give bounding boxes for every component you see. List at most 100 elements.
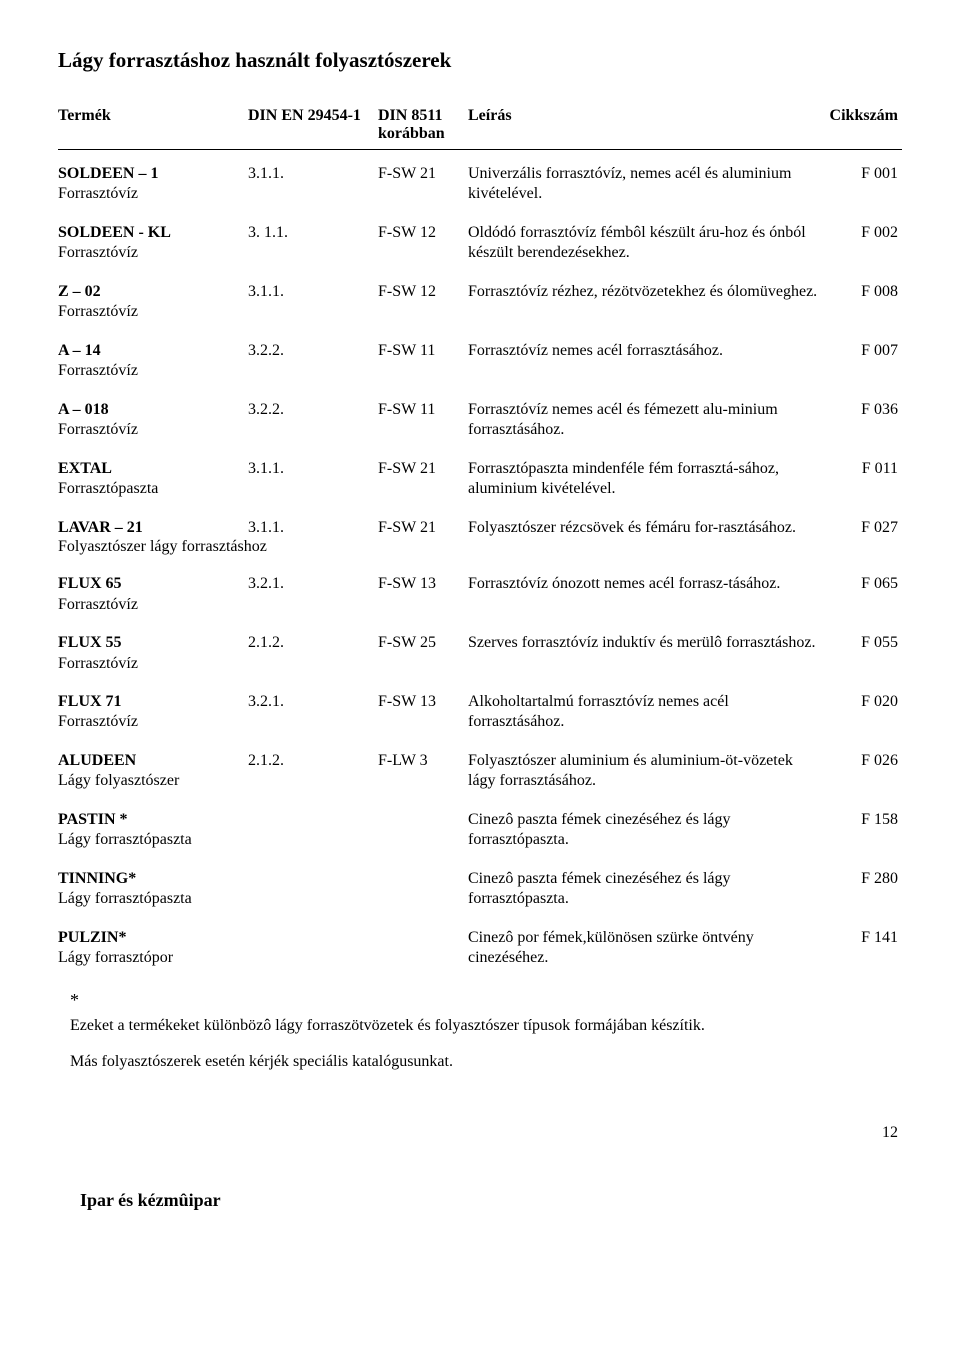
din1-cell: 3.2.2. (248, 341, 378, 361)
din1-cell: 3.2.2. (248, 400, 378, 420)
footer-label: Ipar és kézmûipar (58, 1190, 902, 1211)
product-subtype: Lágy forrasztópor (58, 948, 248, 968)
product-subtype: Lágy forrasztópaszta (58, 830, 248, 850)
table-row: A – 018Forrasztóvíz3.2.2.F-SW 11Forraszt… (58, 400, 902, 441)
din2-cell: F-SW 21 (378, 518, 468, 538)
product-subtype-wide: Folyasztószer lágy forrasztáshoz (58, 538, 902, 556)
hdr-cikkszam: Cikkszám (823, 107, 898, 143)
leiras-cell: Szerves forrasztóvíz induktív és merülô … (468, 633, 823, 653)
table-row: FLUX 71Forrasztóvíz3.2.1.F-SW 13Alkoholt… (58, 692, 902, 733)
table-header: Termék DIN EN 29454-1 DIN 8511 korábban … (58, 107, 902, 143)
page-number: 12 (58, 1124, 902, 1142)
product-name-cell: A – 018Forrasztóvíz (58, 400, 248, 441)
product-name: A – 14 (58, 341, 248, 361)
leiras-cell: Cinezô paszta fémek cinezéséhez és lágy … (468, 869, 823, 910)
din1-cell: 2.1.2. (248, 633, 378, 653)
leiras-cell: Univerzális forrasztóvíz, nemes acél és … (468, 164, 823, 205)
product-name: FLUX 71 (58, 692, 248, 712)
leiras-cell: Forrasztóvíz nemes acél forrasztásához. (468, 341, 823, 361)
product-name-cell: SOLDEEN – 1Forrasztóvíz (58, 164, 248, 205)
din1-cell: 3.2.1. (248, 574, 378, 594)
leiras-cell: Cinezô paszta fémek cinezéséhez és lágy … (468, 810, 823, 851)
cikkszam-cell: F 026 (823, 751, 898, 771)
din1-cell: 2.1.2. (248, 751, 378, 771)
product-name-cell: ALUDEENLágy folyasztószer (58, 751, 248, 792)
footnote-line2: Más folyasztószerek esetén kérjék speciá… (70, 1050, 902, 1074)
page-title: Lágy forrasztáshoz használt folyasztósze… (58, 48, 902, 73)
hdr-din1: DIN EN 29454-1 (248, 107, 378, 143)
product-name-cell: FLUX 65Forrasztóvíz (58, 574, 248, 615)
footnote-block: * Ezeket a termékeket különbözô lágy for… (58, 987, 902, 1074)
product-name: FLUX 55 (58, 633, 248, 653)
cikkszam-cell: F 065 (823, 574, 898, 594)
footnote-line1: Ezeket a termékeket különbözô lágy forra… (70, 1014, 902, 1038)
cikkszam-cell: F 001 (823, 164, 898, 184)
din1-cell: 3. 1.1. (248, 223, 378, 243)
table-row: PULZIN*Lágy forrasztóporCinezô por fémek… (58, 928, 902, 969)
product-name: A – 018 (58, 400, 248, 420)
product-name: EXTAL (58, 459, 248, 479)
din1-cell: 3.1.1. (248, 518, 378, 538)
product-subtype: Forrasztóvíz (58, 361, 248, 381)
table-row: FLUX 55Forrasztóvíz2.1.2.F-SW 25Szerves … (58, 633, 902, 674)
hdr-din2-bot: korábban (378, 125, 445, 142)
hdr-din2: DIN 8511 korábban (378, 107, 468, 143)
product-name: SOLDEEN - KL (58, 223, 248, 243)
product-subtype: Forrasztóvíz (58, 420, 248, 440)
din2-cell: F-SW 25 (378, 633, 468, 653)
product-name: FLUX 65 (58, 574, 248, 594)
product-name: PASTIN * (58, 810, 248, 830)
product-subtype: Lágy forrasztópaszta (58, 889, 248, 909)
product-name: SOLDEEN – 1 (58, 164, 248, 184)
table-row: PASTIN *Lágy forrasztópaszta Cinezô paszt… (58, 810, 902, 851)
cikkszam-cell: F 020 (823, 692, 898, 712)
table-row: A – 14Forrasztóvíz3.2.2.F-SW 11Forrasztó… (58, 341, 902, 382)
footnote-star: * (70, 987, 902, 1014)
cikkszam-cell: F 008 (823, 282, 898, 302)
product-subtype: Forrasztóvíz (58, 712, 248, 732)
din1-cell: 3.1.1. (248, 282, 378, 302)
table-row: SOLDEEN – 1Forrasztóvíz3.1.1.F-SW 21Univ… (58, 164, 902, 205)
product-name: PULZIN* (58, 928, 248, 948)
din2-cell: F-LW 3 (378, 751, 468, 771)
product-name-cell: PASTIN *Lágy forrasztópaszta (58, 810, 248, 851)
product-name: TINNING* (58, 869, 248, 889)
product-name-cell: LAVAR – 21 (58, 518, 248, 538)
table-row: LAVAR – 213.1.1.F-SW 21Folyasztószer réz… (58, 518, 902, 538)
table-row: ALUDEENLágy folyasztószer2.1.2.F-LW 3Fol… (58, 751, 902, 792)
product-name-cell: Z – 02Forrasztóvíz (58, 282, 248, 323)
table-row: TINNING*Lágy forrasztópaszta Cinezô paszt… (58, 869, 902, 910)
leiras-cell: Folyasztószer rézcsövek és fémáru for-ra… (468, 518, 823, 538)
product-name: Z – 02 (58, 282, 248, 302)
product-name-cell: TINNING*Lágy forrasztópaszta (58, 869, 248, 910)
product-subtype: Forrasztóvíz (58, 243, 248, 263)
cikkszam-cell: F 036 (823, 400, 898, 420)
cikkszam-cell: F 158 (823, 810, 898, 830)
product-subtype: Forrasztóvíz (58, 595, 248, 615)
cikkszam-cell: F 280 (823, 869, 898, 889)
header-divider (58, 149, 902, 150)
leiras-cell: Forrasztópaszta mindenféle fém forrasztá… (468, 459, 823, 500)
product-name-cell: FLUX 71Forrasztóvíz (58, 692, 248, 733)
din1-cell: 3.1.1. (248, 459, 378, 479)
product-name: ALUDEEN (58, 751, 248, 771)
hdr-leiras: Leírás (468, 107, 823, 143)
product-name-cell: SOLDEEN - KLForrasztóvíz (58, 223, 248, 264)
product-name-cell: PULZIN*Lágy forrasztópor (58, 928, 248, 969)
din1-cell: 3.2.1. (248, 692, 378, 712)
product-subtype: Forrasztóvíz (58, 184, 248, 204)
cikkszam-cell: F 007 (823, 341, 898, 361)
leiras-cell: Forrasztóvíz ónozott nemes acél forrasz-… (468, 574, 823, 594)
leiras-cell: Forrasztóvíz nemes acél és fémezett alu-… (468, 400, 823, 441)
din2-cell: F-SW 12 (378, 282, 468, 302)
product-name-cell: A – 14Forrasztóvíz (58, 341, 248, 382)
product-name-cell: FLUX 55Forrasztóvíz (58, 633, 248, 674)
cikkszam-cell: F 027 (823, 518, 898, 538)
hdr-termek: Termék (58, 107, 248, 143)
cikkszam-cell: F 011 (823, 459, 898, 479)
leiras-cell: Folyasztószer aluminium és aluminium-öt-… (468, 751, 823, 792)
cikkszam-cell: F 055 (823, 633, 898, 653)
table-row: FLUX 65Forrasztóvíz3.2.1.F-SW 13Forraszt… (58, 574, 902, 615)
din2-cell: F-SW 12 (378, 223, 468, 243)
din2-cell: F-SW 13 (378, 692, 468, 712)
